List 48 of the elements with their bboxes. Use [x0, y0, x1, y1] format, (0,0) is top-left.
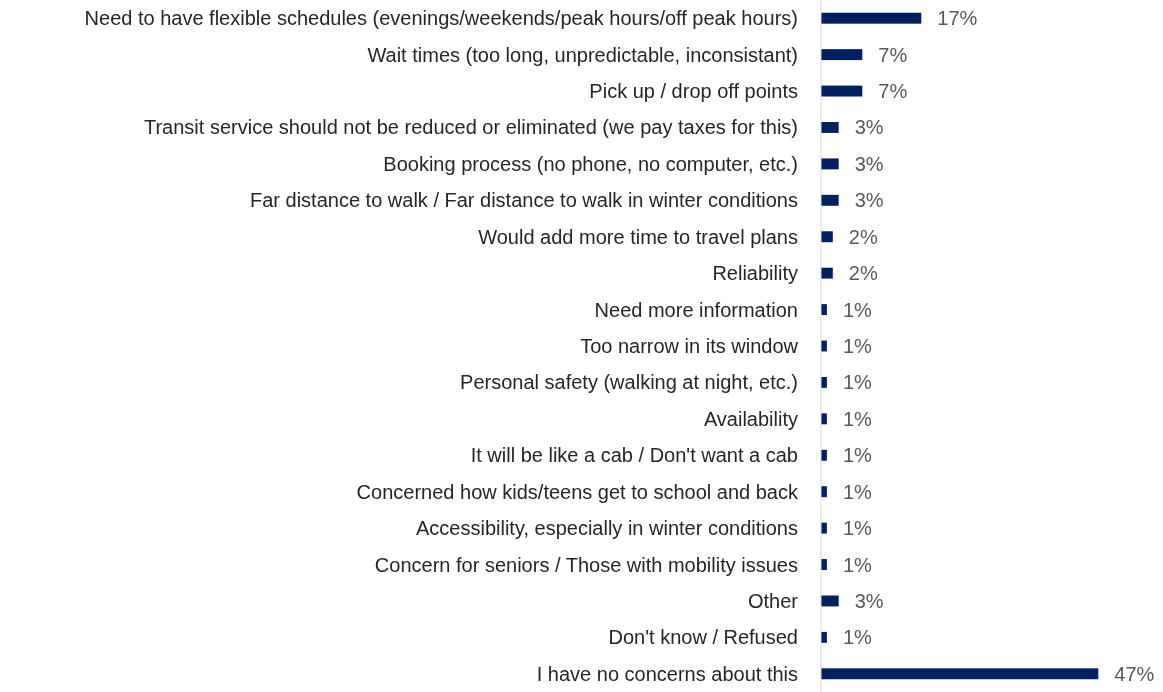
bar	[821, 194, 839, 206]
y-tick-label: Transit service should not be reduced or eliminated (we pay taxes for this)	[143, 116, 798, 139]
bar	[821, 85, 863, 97]
y-tick-label: Far distance to walk / Far distance to walk in winter conditions	[249, 189, 798, 212]
data-label: 1%	[842, 553, 873, 576]
data-label: 3%	[854, 152, 884, 175]
y-tick-label: Pick up / drop off points	[589, 80, 798, 103]
y-tick-label: Concerned how kids/teens get to school and back	[356, 480, 799, 503]
data-label: 3%	[854, 116, 884, 139]
bar	[821, 49, 863, 61]
data-label: 1%	[842, 480, 873, 503]
bar	[821, 231, 833, 243]
y-tick-label: Accessibility, especially in winter conditions	[415, 517, 798, 540]
y-tick-label: Would add more time to travel plans	[478, 225, 798, 248]
data-label: 2%	[848, 262, 878, 285]
data-label: 1%	[842, 371, 873, 394]
data-label: 17%	[937, 7, 978, 30]
y-tick-label: Wait times (too long, unpredictable, inconsistant)	[367, 43, 798, 66]
data-label: 1%	[842, 407, 873, 430]
data-label: 1%	[842, 335, 873, 357]
data-label: 1%	[842, 517, 873, 540]
data-label: 7%	[878, 43, 908, 66]
bar	[821, 12, 922, 24]
bar	[821, 122, 839, 133]
y-tick-label: Need to have flexible schedules (evenings/weekends/peak hours/off peak hours)	[84, 7, 798, 30]
y-tick-label: Personal safety (walking at night, etc.)	[460, 371, 798, 394]
y-tick-label: Concern for seniors / Those with mobility issues	[374, 553, 798, 576]
data-label: 1%	[842, 626, 873, 649]
bar	[821, 595, 839, 607]
data-label: 2%	[848, 225, 878, 248]
y-tick-label: Reliability	[712, 262, 798, 285]
data-label: 47%	[1114, 662, 1155, 685]
y-tick-label: Booking process (no phone, no computer, etc.)	[383, 152, 798, 175]
data-label: 3%	[854, 189, 884, 212]
y-tick-label: I have no concerns about this	[536, 662, 798, 685]
y-tick-label: Don't know / Refused	[608, 626, 798, 649]
data-label: 1%	[842, 444, 873, 467]
y-tick-label: Too narrow in its window	[580, 335, 799, 357]
data-label: 7%	[878, 80, 908, 103]
y-tick-label: Availability	[703, 407, 798, 430]
data-label: 1%	[842, 298, 873, 321]
bar	[821, 158, 839, 170]
y-tick-label: Need more information	[594, 298, 798, 321]
data-label: 3%	[854, 589, 884, 612]
y-tick-label: Other	[747, 589, 799, 612]
bar	[821, 668, 1099, 680]
bar	[821, 267, 833, 279]
y-tick-label: It will be like a cab / Don't want a cab	[470, 444, 798, 467]
